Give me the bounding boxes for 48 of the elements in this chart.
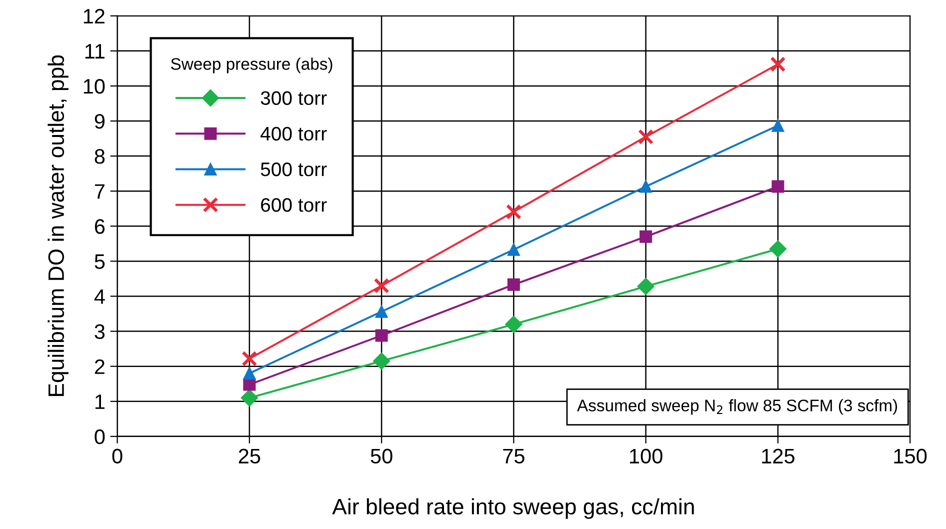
- point: [505, 316, 522, 333]
- y-tick-label: 2: [94, 359, 104, 374]
- legend-title: Sweep pressure (abs): [171, 58, 332, 74]
- point: [770, 56, 786, 72]
- x-tick-label: 25: [238, 448, 260, 464]
- x-tick-label: 150: [894, 448, 927, 464]
- point: [375, 305, 388, 318]
- y-tick-label: 5: [94, 254, 105, 269]
- x-tick-label: 125: [762, 448, 794, 464]
- point: [375, 329, 388, 342]
- y-tick-label: 11: [85, 44, 104, 58]
- point: [507, 243, 520, 256]
- point: [640, 230, 652, 243]
- x-tick-label: 50: [370, 448, 392, 464]
- y-tick-label: 12: [84, 8, 104, 24]
- x-tick-label: 100: [630, 448, 662, 464]
- point: [640, 180, 652, 193]
- y-tick-label: 7: [94, 184, 104, 199]
- annotation: Assumed sweep N$_{2}$ flow 85 SCFM (3 scfm): [577, 399, 898, 415]
- y-tick-label: 8: [94, 149, 105, 164]
- legend-label: 300 torr: [260, 91, 327, 105]
- point: [637, 278, 654, 295]
- point: [507, 278, 520, 291]
- y-tick-label: 6: [94, 219, 105, 234]
- point: [242, 350, 258, 366]
- legend-label: 500 torr: [260, 162, 327, 176]
- point: [374, 278, 390, 294]
- y-tick-label: 3: [94, 324, 105, 340]
- x-tick-label: 0: [112, 448, 122, 464]
- x-axis-title: Air bleed rate into sweep gas, cc/min: [332, 498, 694, 519]
- point: [240, 389, 258, 406]
- y-tick-label: 9: [94, 114, 105, 129]
- y-axis-title: Equilibrium DO in water outlet, ppb: [48, 55, 68, 396]
- point: [638, 129, 654, 145]
- point: [772, 119, 784, 132]
- y-tick-label: 0: [94, 429, 105, 444]
- legend-label: 600 torr: [261, 198, 327, 212]
- point: [506, 204, 522, 220]
- point: [243, 378, 256, 391]
- y-tick-label: 4: [94, 289, 105, 304]
- legend-label: 400 torr: [260, 126, 327, 141]
- x-tick-label: 75: [503, 448, 524, 464]
- point: [373, 352, 390, 370]
- y-tick-label: 1: [96, 394, 104, 409]
- point: [243, 367, 256, 380]
- point: [772, 180, 784, 193]
- point: [769, 240, 786, 258]
- y-tick-label: 10: [84, 78, 105, 94]
